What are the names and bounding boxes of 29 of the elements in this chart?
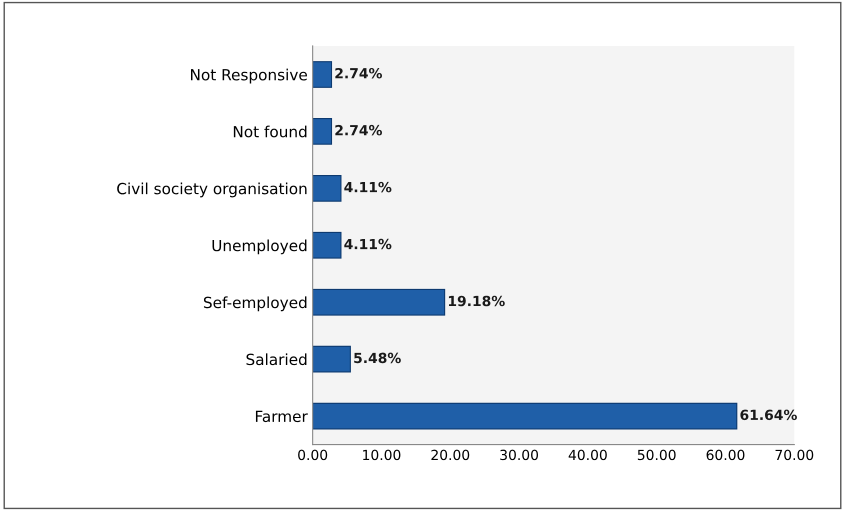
- data-label: 2.74%: [335, 124, 382, 136]
- data-label: 5.48%: [354, 352, 401, 364]
- x-tick-label: 10.00: [363, 450, 400, 460]
- y-tick-label: Salaried: [246, 353, 306, 366]
- y-tick-label: Civil society organisation: [117, 182, 306, 198]
- x-tick-label: 20.00: [431, 450, 470, 460]
- x-tick-label: 70.00: [776, 450, 814, 460]
- bar: [312, 346, 351, 373]
- y-tick-label: Not Responsive: [191, 68, 307, 84]
- bar: [312, 174, 342, 202]
- bar: [312, 118, 332, 145]
- x-tick-label: 0.00: [298, 450, 328, 460]
- data-label: 4.11%: [344, 238, 392, 250]
- x-tick-label: 50.00: [638, 450, 676, 460]
- bar: [312, 61, 332, 88]
- x-tick-label: 30.00: [500, 450, 538, 460]
- bar: [312, 232, 342, 259]
- data-label: 19.18%: [448, 296, 505, 306]
- x-tick-label: 40.00: [568, 450, 607, 460]
- y-tick-label: Sef-employed: [204, 296, 306, 312]
- data-label: 4.11%: [344, 182, 392, 192]
- x-tick-label: 60.00: [706, 450, 744, 460]
- y-tick-label: Not found: [234, 126, 306, 138]
- y-tick-label: Unemployed: [212, 239, 306, 254]
- y-tick-label: Farmer: [256, 410, 308, 422]
- data-label: 2.74%: [335, 68, 382, 78]
- data-label: 61.64%: [740, 410, 797, 420]
- bar: [312, 288, 446, 316]
- bar: [312, 402, 738, 430]
